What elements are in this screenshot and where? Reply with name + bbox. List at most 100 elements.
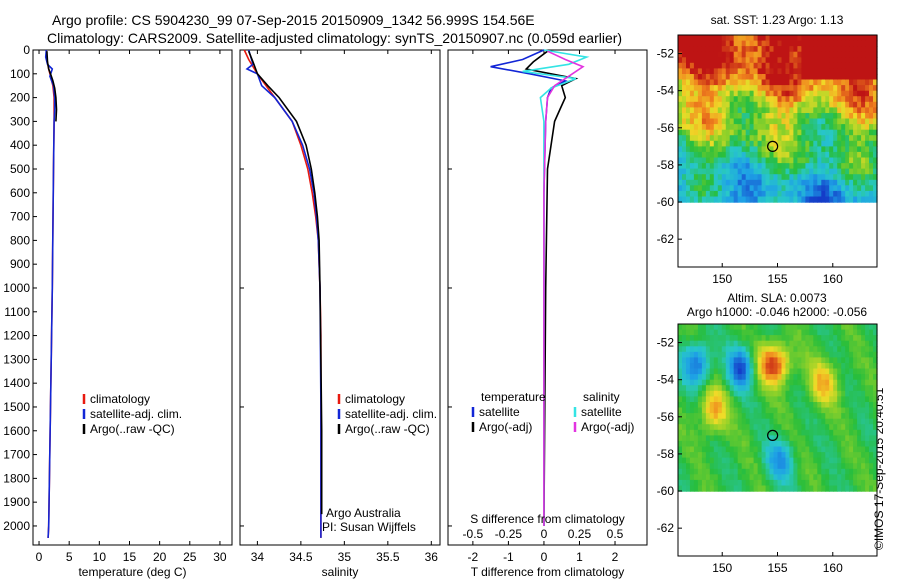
sst-map-cell (697, 163, 703, 170)
sla-map-cell (709, 457, 715, 464)
sst-map-cell (682, 79, 687, 86)
sst-map-cell (829, 174, 834, 181)
sst-map-cell (849, 146, 854, 153)
sst-map-cell (781, 101, 787, 108)
sst-map-cell (789, 90, 794, 97)
sst-map-cell (785, 46, 791, 53)
sst-map-cell (749, 140, 755, 147)
sst-map-cell (821, 146, 826, 153)
sst-map-cell (809, 174, 814, 181)
sla-map-cell (873, 452, 878, 459)
sst-map-cell (693, 135, 699, 142)
differences-series-temperature-argo-adj- (524, 50, 579, 527)
sst-map-cell (805, 151, 810, 159)
sla-map-cell (678, 402, 683, 409)
diff-top-tick-label: 0 (541, 527, 548, 541)
sla-map-cell (781, 468, 787, 475)
sst-map-cell (745, 46, 751, 53)
sla-map-cell (705, 329, 711, 336)
sla-map-cell (865, 418, 870, 425)
sla-map-cell (697, 424, 703, 431)
sla-map-cell (773, 346, 779, 353)
sla-map-cell (769, 468, 775, 475)
temperature-ytick-label: 200 (10, 91, 30, 105)
sla-map-cell (693, 463, 699, 470)
sst-map-cell (753, 163, 759, 170)
sst-map-cell (749, 46, 755, 53)
sla-map-cell (869, 390, 874, 397)
sla-map-cell (781, 324, 787, 331)
sla-map-cell (853, 446, 858, 453)
sla-map-cell (721, 324, 727, 331)
sst-map-cell (853, 96, 858, 103)
sla-map-cell (817, 396, 822, 403)
sst-map-cell (785, 118, 791, 125)
sla-map-cell (869, 351, 874, 358)
sst-map-cell (769, 157, 775, 164)
sst-map-cell (753, 79, 759, 86)
sst-map-cell (785, 124, 791, 131)
sst-map-cell (841, 129, 846, 136)
sst-map-cell (781, 190, 787, 198)
sla-map-cell (697, 457, 703, 464)
sst-map-cell (845, 174, 850, 181)
sla-map-cell (682, 468, 687, 475)
sla-map-cell (781, 402, 787, 409)
sla-map-cell (717, 424, 723, 431)
sst-map-cell (729, 96, 735, 103)
sst-map-cell (853, 190, 858, 198)
sla-map-cell (865, 340, 870, 347)
sst-map-cell (761, 157, 767, 164)
sla-map-cell (789, 424, 794, 431)
sst-map-cell (853, 46, 858, 53)
salinity-series-argo-raw-qc- (247, 50, 323, 515)
sst-map-cell (809, 135, 814, 142)
sst-map-cell (869, 35, 874, 42)
sla-map-cell (721, 346, 727, 353)
temperature-ytick-label: 1600 (3, 424, 30, 438)
sla-map-cell (725, 452, 731, 459)
sla-map-cell (801, 340, 806, 347)
sst-map-cell (869, 174, 874, 181)
sst-map-cell (737, 124, 743, 131)
sla-map-cell (845, 418, 850, 425)
sla-map-ytick-label: -52 (657, 336, 675, 350)
sla-map-cell (773, 440, 779, 448)
sla-map-cell (789, 357, 794, 364)
sst-map-cell (686, 157, 691, 164)
sla-map-cell (753, 435, 759, 442)
sla-map-cell (801, 440, 806, 448)
differences-series-salinity-argo-adj- (543, 50, 585, 526)
sla-map-cell (849, 351, 854, 358)
sst-map-cell (853, 51, 858, 58)
sst-map-cell (813, 107, 818, 114)
sla-map-cell (785, 440, 791, 448)
sla-map-cell (813, 413, 818, 420)
sla-map-cell (853, 329, 858, 336)
sla-map-cell (813, 429, 818, 436)
sla-map-cell (765, 363, 771, 370)
sla-map-cell (777, 402, 783, 409)
sst-map-cell (853, 168, 858, 175)
sst-map-cell (869, 146, 874, 153)
sla-map-cell (821, 440, 826, 448)
sst-map-cell (781, 51, 787, 58)
sla-map-cell (709, 329, 715, 336)
sst-map-cell (773, 51, 779, 58)
sla-map-cell (761, 324, 767, 331)
sla-map-cell (686, 324, 691, 331)
sst-map-cell (853, 146, 858, 153)
sla-map-cell (757, 363, 763, 370)
sla-map-cell (869, 479, 874, 487)
sla-map-cell (769, 479, 775, 487)
sst-map-cell (813, 129, 818, 136)
sst-map-cell (869, 68, 874, 75)
sla-map-cell (865, 324, 870, 331)
sst-map-cell (821, 85, 826, 92)
sst-map-cell (857, 163, 862, 170)
sst-map-cell (689, 79, 695, 86)
sst-map-cell (849, 140, 854, 147)
sla-map-cell (682, 357, 687, 364)
sla-map-cell (789, 335, 794, 342)
sla-map-cell (709, 440, 715, 448)
